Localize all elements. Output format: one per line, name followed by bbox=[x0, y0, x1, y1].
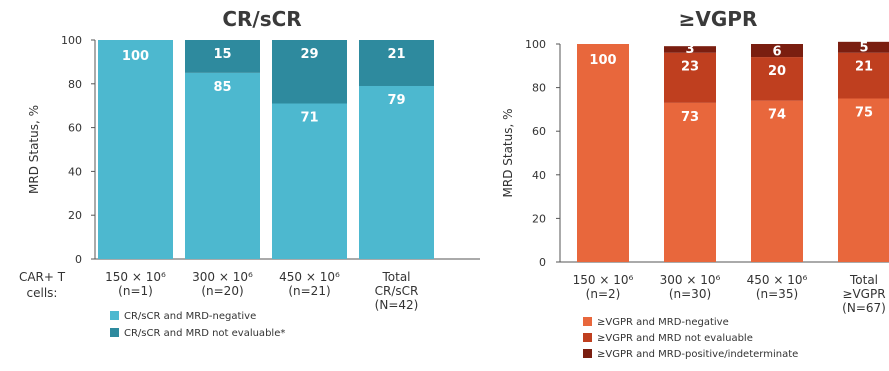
y-tick-label: 20 bbox=[532, 212, 546, 225]
x-tick-label: (n=21) bbox=[288, 284, 330, 298]
data-label: 85 bbox=[213, 80, 231, 95]
x-tick-label: (n=30) bbox=[669, 287, 711, 301]
y-tick-label: 80 bbox=[68, 78, 82, 91]
x-tick-label: (n=35) bbox=[756, 287, 798, 301]
legend-swatch bbox=[583, 333, 592, 342]
x-tick-label: 150 × 10⁶ bbox=[105, 270, 166, 284]
data-label: 73 bbox=[681, 110, 699, 125]
legend-label: ≥VGPR and MRD-positive/indeterminate bbox=[597, 349, 798, 360]
bar-segment bbox=[185, 40, 260, 73]
legend-swatch bbox=[110, 328, 119, 337]
y-tick-label: 40 bbox=[68, 165, 82, 178]
bar-segment bbox=[664, 46, 716, 53]
data-label: 3 bbox=[685, 42, 694, 57]
x-tick-label: 300 × 10⁶ bbox=[660, 273, 721, 287]
data-label: 21 bbox=[387, 47, 405, 62]
data-label: 23 bbox=[681, 60, 699, 75]
x-tick-label: 450 × 10⁶ bbox=[279, 270, 340, 284]
x-tick-label: Total bbox=[849, 273, 878, 287]
data-label: 29 bbox=[300, 47, 318, 62]
chart-title: CR/sCR bbox=[222, 7, 301, 31]
y-tick-label: 80 bbox=[532, 82, 546, 95]
x-tick-label: CR/sCR bbox=[375, 284, 419, 298]
x-tick-label: (n=20) bbox=[201, 284, 243, 298]
x-tick-label: Total bbox=[381, 270, 410, 284]
bar-segment bbox=[751, 44, 803, 58]
y-tick-label: 40 bbox=[532, 169, 546, 182]
data-label: 5 bbox=[859, 41, 868, 56]
chart-title: ≥VGPR bbox=[679, 7, 758, 31]
y-axis-label: MRD Status, % bbox=[27, 105, 41, 194]
x-tick-label: 450 × 10⁶ bbox=[747, 273, 808, 287]
data-label: 74 bbox=[768, 108, 786, 123]
data-label: 15 bbox=[213, 47, 231, 62]
bar-segment bbox=[664, 102, 716, 262]
x-tick-label: (N=42) bbox=[375, 298, 419, 312]
x-tick-label: (N=67) bbox=[842, 301, 886, 315]
data-label: 100 bbox=[589, 53, 616, 68]
bar-segment bbox=[577, 44, 629, 262]
bar-segment bbox=[98, 40, 173, 259]
y-tick-label: 100 bbox=[525, 38, 546, 51]
legend-swatch bbox=[583, 349, 592, 358]
data-label: 21 bbox=[855, 60, 873, 75]
bar-segment bbox=[359, 40, 434, 86]
y-tick-label: 60 bbox=[532, 125, 546, 138]
legend-label: CR/sCR and MRD not evaluable* bbox=[124, 328, 285, 339]
legend-label: CR/sCR and MRD-negative bbox=[124, 311, 256, 322]
legend-label: ≥VGPR and MRD not evaluable bbox=[597, 333, 753, 344]
x-tick-label: (n=2) bbox=[586, 287, 621, 301]
data-label: 71 bbox=[300, 111, 318, 126]
bar-segment bbox=[359, 85, 434, 260]
bar-segment bbox=[185, 72, 260, 259]
bar-segment bbox=[751, 57, 803, 101]
x-tick-label: (n=1) bbox=[118, 284, 153, 298]
bar-segment bbox=[751, 100, 803, 263]
legend-label: ≥VGPR and MRD-negative bbox=[597, 317, 729, 328]
bar-segment bbox=[272, 103, 347, 259]
bar-segment bbox=[664, 52, 716, 103]
y-tick-label: 0 bbox=[75, 253, 82, 266]
y-tick-label: 100 bbox=[61, 34, 82, 47]
data-label: 79 bbox=[387, 93, 405, 108]
chart-vgpr: ≥VGPR MRD Status, % 0 20 40 60 80 100 100 150 × 1… bbox=[501, 7, 889, 360]
x-tick-label: ≥VGPR bbox=[842, 287, 885, 301]
data-label: 100 bbox=[122, 49, 149, 64]
data-label: 75 bbox=[855, 106, 873, 121]
y-tick-label: 0 bbox=[539, 256, 546, 269]
row-label: cells: bbox=[27, 286, 58, 300]
x-tick-label: 300 × 10⁶ bbox=[192, 270, 253, 284]
y-axis-label: MRD Status, % bbox=[501, 108, 515, 197]
data-label: 6 bbox=[772, 45, 781, 60]
legend-swatch bbox=[583, 317, 592, 326]
bar-segment bbox=[838, 52, 889, 99]
x-tick-label: 150 × 10⁶ bbox=[573, 273, 634, 287]
y-tick-label: 20 bbox=[68, 209, 82, 222]
data-label: 20 bbox=[768, 64, 786, 79]
legend-swatch bbox=[110, 311, 119, 320]
row-label: CAR+ T bbox=[19, 270, 66, 284]
bar-segment bbox=[838, 98, 889, 262]
y-tick-label: 60 bbox=[68, 122, 82, 135]
bar-segment bbox=[272, 40, 347, 104]
chart-cr-scr: CR/sCR MRD Status, % 0 20 40 60 80 100 CAR+ T cel… bbox=[19, 7, 480, 339]
bar-segment bbox=[838, 41, 889, 53]
